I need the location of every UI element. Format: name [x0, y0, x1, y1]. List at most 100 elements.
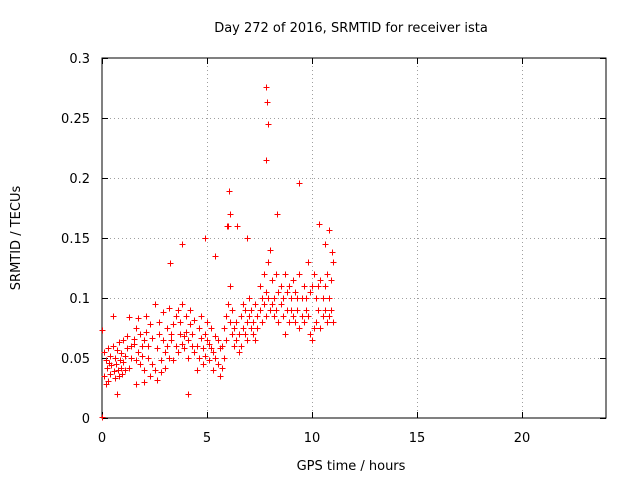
- data-point: [326, 313, 333, 320]
- data-point: [231, 343, 238, 350]
- data-point: [131, 336, 138, 343]
- data-point: [181, 333, 188, 340]
- data-point: [215, 337, 222, 344]
- data-point: [229, 331, 236, 338]
- data-point: [292, 289, 299, 296]
- data-point: [315, 283, 322, 290]
- data-point: [118, 350, 125, 357]
- data-point: [267, 247, 274, 254]
- data-point: [147, 373, 154, 380]
- data-point: [229, 307, 236, 314]
- data-point: [179, 341, 186, 348]
- data-point: [263, 157, 270, 164]
- data-point: [99, 414, 106, 421]
- x-axis-label: GPS time / hours: [297, 459, 406, 474]
- data-point: [303, 307, 310, 314]
- data-point: [162, 349, 169, 356]
- data-point: [204, 337, 211, 344]
- data-point: [263, 313, 270, 320]
- data-point: [107, 353, 114, 360]
- data-point: [311, 271, 318, 278]
- data-point: [212, 333, 219, 340]
- x-tick-label: 15: [409, 431, 426, 446]
- data-point: [212, 253, 219, 260]
- x-tick-label: 20: [514, 431, 531, 446]
- data-point: [168, 337, 175, 344]
- data-point: [122, 353, 129, 360]
- data-point: [164, 343, 171, 350]
- data-point: [133, 381, 140, 388]
- data-point: [156, 331, 163, 338]
- data-point: [119, 371, 126, 378]
- data-point: [175, 349, 182, 356]
- data-point: [183, 329, 190, 336]
- data-point: [156, 319, 163, 326]
- data-point: [231, 325, 238, 332]
- data-point: [240, 301, 247, 308]
- data-point: [233, 337, 240, 344]
- data-point: [273, 307, 280, 314]
- data-point: [212, 355, 219, 362]
- data-point: [219, 365, 226, 372]
- y-tick-label: 0.2: [69, 172, 90, 187]
- data-point: [170, 357, 177, 364]
- data-point: [202, 235, 209, 242]
- data-point: [154, 345, 161, 352]
- data-point: [208, 345, 215, 352]
- data-point: [158, 357, 165, 364]
- data-point: [154, 377, 161, 384]
- data-point: [326, 227, 333, 234]
- data-point: [282, 331, 289, 338]
- data-point: [141, 367, 148, 374]
- data-point: [282, 271, 289, 278]
- data-point: [320, 313, 327, 320]
- data-point: [206, 357, 213, 364]
- data-point: [185, 355, 192, 362]
- data-point: [296, 325, 303, 332]
- data-point: [301, 319, 308, 326]
- data-point: [219, 343, 226, 350]
- x-tick-label: 10: [304, 431, 321, 446]
- data-point: [244, 337, 251, 344]
- data-point: [265, 259, 272, 266]
- data-point: [271, 295, 278, 302]
- data-point: [322, 241, 329, 248]
- data-point: [248, 325, 255, 332]
- data-point: [191, 317, 198, 324]
- data-point: [329, 249, 336, 256]
- data-point: [101, 373, 108, 380]
- data-point: [257, 307, 264, 314]
- data-point: [313, 319, 320, 326]
- data-point: [250, 331, 257, 338]
- data-point: [254, 313, 261, 320]
- data-point: [280, 295, 287, 302]
- data-point: [242, 331, 249, 338]
- data-point: [124, 345, 131, 352]
- data-point: [168, 331, 175, 338]
- data-point: [141, 379, 148, 386]
- data-point: [166, 305, 173, 312]
- data-point: [206, 341, 213, 348]
- data-point: [265, 121, 272, 128]
- data-point: [246, 313, 253, 320]
- y-tick-label: 0.3: [69, 52, 90, 67]
- data-point: [326, 295, 333, 302]
- data-point: [160, 337, 167, 344]
- data-point: [202, 353, 209, 360]
- data-point: [133, 357, 140, 364]
- data-point: [160, 309, 167, 316]
- data-point: [225, 301, 232, 308]
- data-point: [135, 315, 142, 322]
- data-point: [175, 307, 182, 314]
- data-point: [185, 391, 192, 398]
- data-point: [259, 319, 266, 326]
- data-point: [196, 355, 203, 362]
- data-point: [278, 283, 285, 290]
- data-point: [135, 349, 142, 356]
- data-point: [223, 337, 230, 344]
- data-point: [227, 319, 234, 326]
- data-point: [227, 283, 234, 290]
- data-point: [112, 355, 119, 362]
